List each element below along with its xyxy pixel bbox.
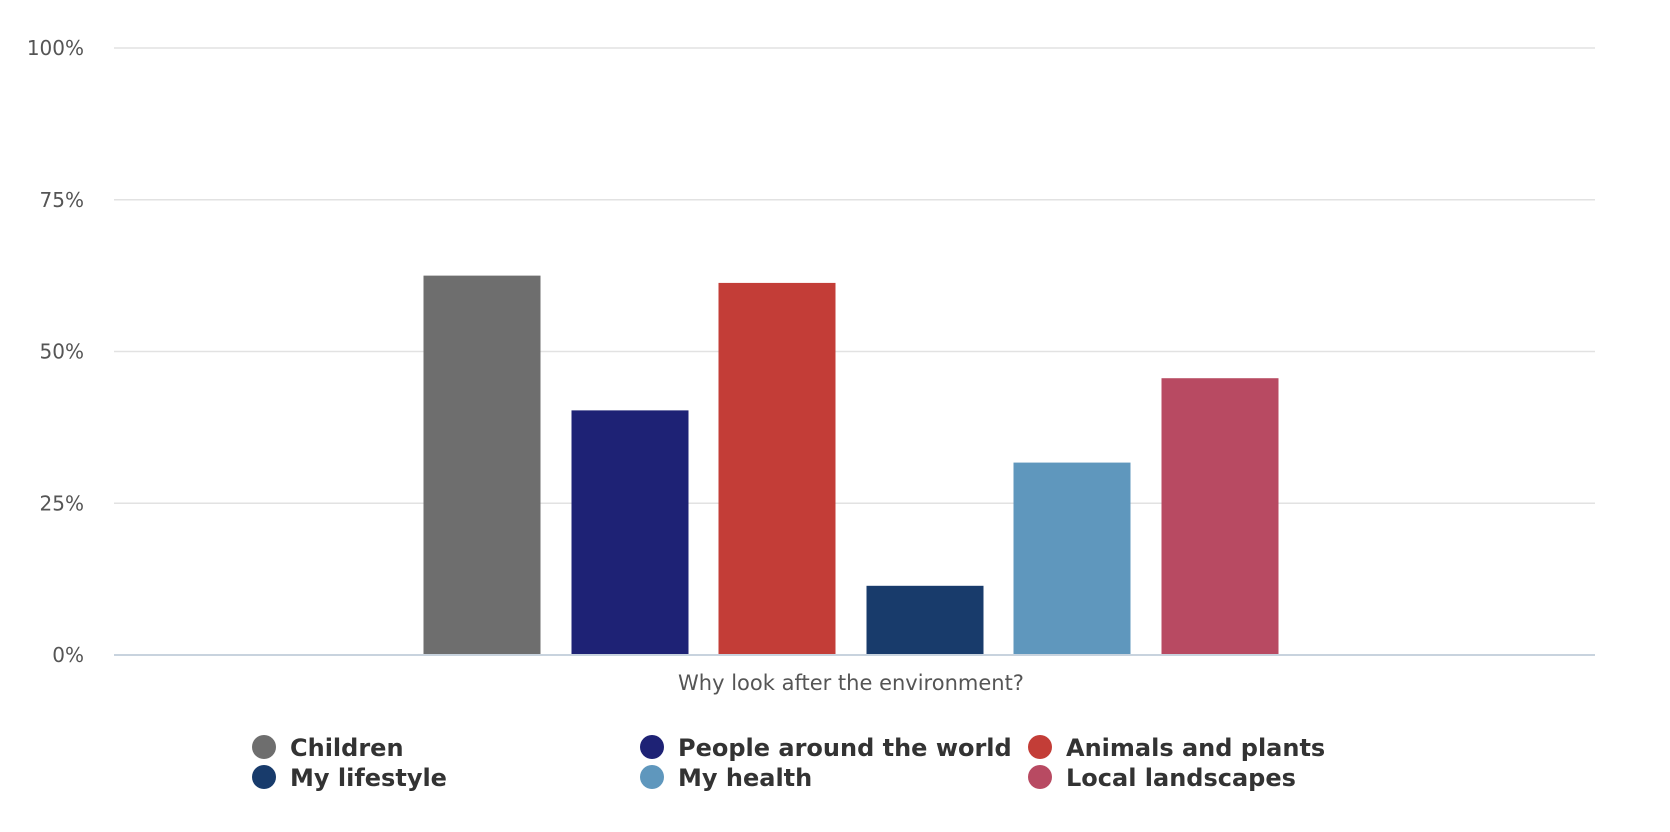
x-axis-label: Why look after the environment? [678,671,1024,695]
legend-marker-icon [252,765,276,789]
bar-children[interactable] [423,275,541,655]
y-tick-label: 25% [40,491,84,515]
legend-marker-icon [252,735,276,759]
legend-label: Local landscapes [1066,764,1296,792]
bar-local-landscapes[interactable] [1161,378,1279,655]
legend-label: My lifestyle [290,764,447,792]
bar-people-around-the-world[interactable] [571,410,689,655]
legend-label: My health [678,764,812,792]
legend-marker-icon [1028,765,1052,789]
legend: Children People around the world Animals a… [252,734,1325,792]
legend-item-my-health[interactable]: My health [640,764,812,792]
y-tick-label: 75% [40,188,84,212]
bar-my-health[interactable] [1013,462,1131,655]
legend-marker-icon [640,765,664,789]
legend-item-my-lifestyle[interactable]: My lifestyle [252,764,447,792]
bars [423,275,1279,655]
legend-item-animals-and-plants[interactable]: Animals and plants [1028,734,1325,762]
legend-item-people-around-the-world[interactable]: People around the world [640,734,1012,762]
y-axis: 0% 25% 50% 75% 100% [27,36,84,667]
legend-label: Children [290,734,404,762]
legend-label: People around the world [678,734,1012,762]
y-tick-label: 0% [52,643,84,667]
bar-animals-and-plants[interactable] [718,282,836,655]
bar-my-lifestyle[interactable] [866,585,984,655]
y-tick-label: 100% [27,36,84,60]
legend-marker-icon [640,735,664,759]
gridlines [114,47,1595,504]
legend-item-local-landscapes[interactable]: Local landscapes [1028,764,1296,792]
legend-marker-icon [1028,735,1052,759]
legend-label: Animals and plants [1066,734,1325,762]
legend-item-children[interactable]: Children [252,734,404,762]
y-tick-label: 50% [40,340,84,364]
